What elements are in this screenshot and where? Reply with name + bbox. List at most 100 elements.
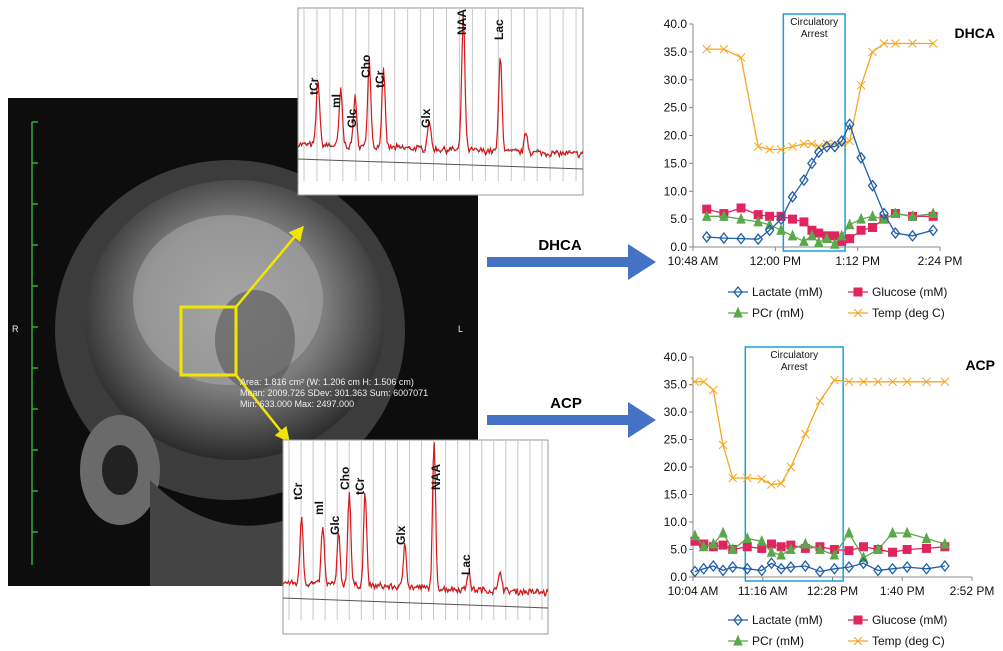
figure: R L Area: 1.816 cm² (W: 1.206 cm H: 1.50… bbox=[0, 0, 1003, 651]
data-point bbox=[788, 231, 796, 240]
peak-label: tCr bbox=[373, 70, 387, 88]
peak-label: Lac bbox=[492, 19, 506, 40]
y-tick-label: 35.0 bbox=[664, 378, 688, 392]
peak-label: Glc bbox=[345, 108, 359, 128]
peak-label: Glx bbox=[419, 108, 433, 128]
data-point bbox=[800, 236, 808, 245]
y-tick-label: 0.0 bbox=[670, 240, 687, 254]
x-tick-label: 12:00 PM bbox=[750, 254, 801, 268]
data-point bbox=[787, 463, 795, 471]
series-line bbox=[695, 380, 945, 485]
y-tick-label: 5.0 bbox=[670, 543, 687, 557]
y-tick-label: 20.0 bbox=[664, 129, 688, 143]
legend-label: Glucose (mM) bbox=[872, 613, 947, 627]
data-point bbox=[922, 544, 930, 552]
data-point bbox=[846, 220, 854, 229]
peak-label: mI bbox=[312, 501, 326, 515]
peak-label: Glx bbox=[394, 525, 408, 545]
legend-label: Temp (deg C) bbox=[872, 634, 945, 648]
y-tick-label: 40.0 bbox=[664, 350, 688, 364]
data-point bbox=[737, 204, 745, 212]
legend-marker bbox=[854, 616, 862, 624]
legend-label: Lactate (mM) bbox=[752, 285, 823, 299]
data-point bbox=[845, 547, 853, 555]
peak-label: Glc bbox=[328, 515, 342, 535]
y-tick-label: 0.0 bbox=[670, 570, 687, 584]
y-tick-label: 5.0 bbox=[670, 212, 687, 226]
roi-stat: Area: 1.816 cm² (W: 1.206 cm H: 1.506 cm… bbox=[240, 377, 414, 387]
peak-label: tCr bbox=[353, 477, 367, 495]
data-point bbox=[815, 229, 823, 237]
data-point bbox=[743, 543, 751, 551]
data-point bbox=[869, 211, 877, 220]
chart-title: DHCA bbox=[955, 25, 995, 41]
annotation: Circulatory Arrest bbox=[764, 350, 824, 374]
data-point bbox=[869, 223, 877, 231]
arrow: DHCA bbox=[487, 237, 656, 280]
arrow-label: ACP bbox=[550, 395, 582, 412]
x-tick-label: 2:52 PM bbox=[950, 584, 995, 598]
peak-label: Cho bbox=[359, 55, 373, 78]
x-tick-label: 10:04 AM bbox=[668, 584, 719, 598]
chart-title: ACP bbox=[965, 357, 995, 373]
legend-label: Lactate (mM) bbox=[752, 613, 823, 627]
data-point bbox=[889, 548, 897, 556]
data-point bbox=[800, 218, 808, 226]
peak-label: NAA bbox=[455, 9, 469, 35]
x-tick-label: 12:28 PM bbox=[807, 584, 858, 598]
y-tick-label: 30.0 bbox=[664, 73, 688, 87]
roi-stat: Mean: 2009.726 SDev: 301.363 Sum: 600707… bbox=[240, 388, 428, 398]
data-point bbox=[816, 397, 824, 405]
peak-label: tCr bbox=[307, 77, 321, 95]
series-line bbox=[707, 44, 933, 150]
data-point bbox=[801, 539, 809, 548]
x-tick-label: 10:48 AM bbox=[668, 254, 719, 268]
legend-label: Glucose (mM) bbox=[872, 285, 947, 299]
peak-label: NAA bbox=[429, 464, 443, 490]
roi-stat: Min: 633.000 Max: 2497.000 bbox=[240, 399, 354, 409]
annotation: Circulatory Arrest bbox=[784, 17, 844, 41]
y-tick-label: 25.0 bbox=[664, 101, 688, 115]
peak-label: tCr bbox=[291, 482, 305, 500]
legend-marker bbox=[854, 288, 862, 296]
data-point bbox=[719, 528, 727, 537]
spectrum-frame bbox=[283, 440, 548, 634]
side-label: R bbox=[12, 324, 19, 334]
peak-label: Lac bbox=[459, 554, 473, 575]
y-tick-label: 30.0 bbox=[664, 405, 688, 419]
peak-label: mI bbox=[329, 94, 343, 108]
y-tick-label: 15.0 bbox=[664, 156, 688, 170]
data-point bbox=[845, 528, 853, 537]
data-point bbox=[903, 546, 911, 554]
y-tick-label: 35.0 bbox=[664, 45, 688, 59]
y-tick-label: 10.0 bbox=[664, 184, 688, 198]
data-point bbox=[857, 226, 865, 234]
x-tick-label: 2:24 PM bbox=[918, 254, 963, 268]
chart: 0.0 5.0 10.0 15.0 20.0 25.0 30.0 35.0 40.0 10:48 … bbox=[664, 14, 995, 320]
y-tick-label: 20.0 bbox=[664, 460, 688, 474]
y-tick-label: 15.0 bbox=[664, 488, 688, 502]
data-point bbox=[846, 235, 854, 243]
x-tick-label: 11:16 AM bbox=[738, 584, 788, 598]
arrow: ACP bbox=[487, 395, 656, 438]
chart: 0.05.010.015.020.025.030.035.040.010:04 … bbox=[664, 347, 995, 648]
legend-label: PCr (mM) bbox=[752, 634, 804, 648]
data-point bbox=[788, 215, 796, 223]
data-point bbox=[743, 534, 751, 543]
y-tick-label: 40.0 bbox=[664, 17, 688, 31]
annotation-box: Circulatory Arrest bbox=[783, 17, 845, 47]
x-tick-label: 1:40 PM bbox=[880, 584, 925, 598]
data-point bbox=[929, 225, 937, 235]
annotation-box: Circulatory Arrest bbox=[745, 350, 843, 380]
x-tick-label: 1:12 PM bbox=[835, 254, 880, 268]
data-point bbox=[801, 430, 809, 438]
peak-label: Cho bbox=[338, 467, 352, 490]
data-point bbox=[719, 541, 727, 549]
data-point bbox=[691, 531, 699, 540]
spectrum: tCrmIGlcChotCrGlxNAALac bbox=[283, 440, 548, 634]
arrow-label: DHCA bbox=[538, 237, 581, 254]
legend-label: Temp (deg C) bbox=[872, 306, 945, 320]
side-label: L bbox=[458, 324, 463, 334]
legend-label: PCr (mM) bbox=[752, 306, 804, 320]
